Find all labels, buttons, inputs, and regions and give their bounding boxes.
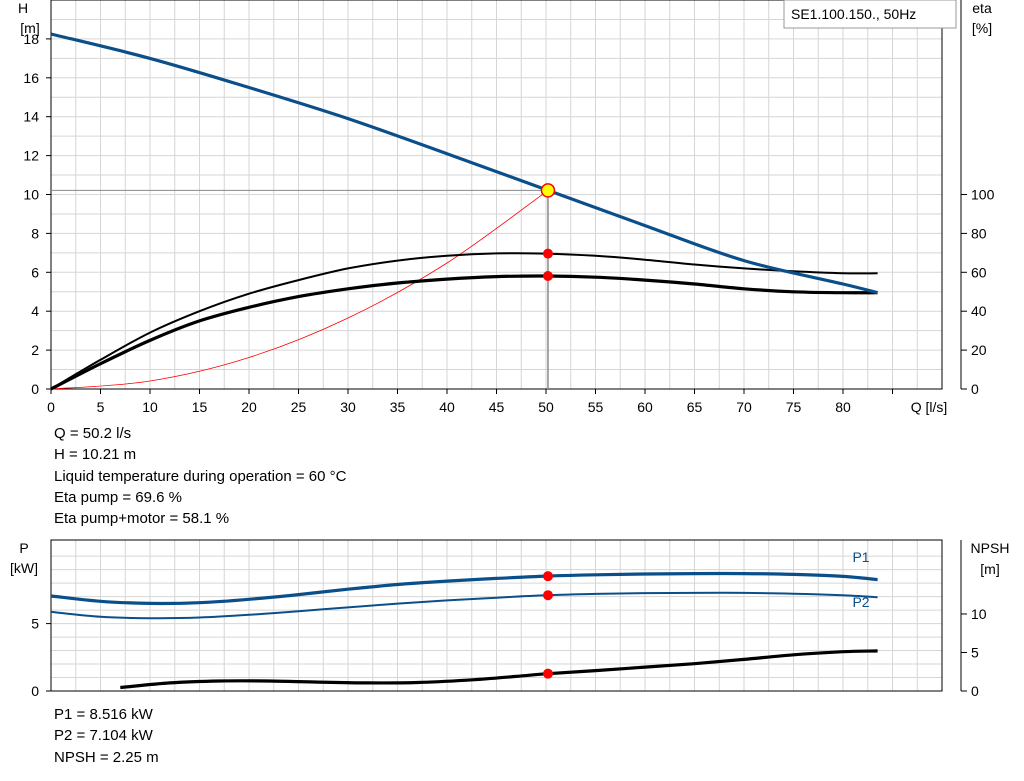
bottom-y-left-ticks: 05 bbox=[31, 616, 51, 699]
y-right-tick-label: 20 bbox=[971, 342, 987, 358]
x-tick-label: 25 bbox=[291, 399, 307, 415]
curve-system_curve bbox=[50, 190, 549, 390]
y-right-tick-label: 60 bbox=[971, 264, 987, 280]
info-eta-pump: Eta pump = 69.6 % bbox=[54, 488, 182, 506]
curve-H bbox=[50, 32, 878, 295]
x-tick-label: 45 bbox=[489, 399, 505, 415]
info-p1: P1 = 8.516 kW bbox=[54, 706, 153, 723]
y-axis-right-ticks: 0 20 40 60 80 100 bbox=[961, 187, 995, 397]
x-tick-label: 20 bbox=[241, 399, 257, 415]
series-label-p1: P1 bbox=[852, 549, 869, 565]
y-right-title-eta: eta bbox=[972, 0, 992, 16]
operating-point-info: Q = 50.2 l/s H = 10.21 m Liquid temperat… bbox=[54, 423, 346, 529]
y-right-tick-label: 0 bbox=[971, 381, 979, 397]
y-left-tick-label: 0 bbox=[31, 381, 39, 397]
y-right-tick-label: 100 bbox=[971, 187, 995, 203]
marker-npsh bbox=[542, 668, 553, 679]
y-left-tick-label: 10 bbox=[23, 187, 39, 203]
info-temperature: Liquid temperature during operation = 60… bbox=[54, 467, 347, 485]
top-series bbox=[50, 32, 878, 391]
y-right-title-npsh: NPSH bbox=[971, 540, 1010, 556]
y-right-tick-label: 5 bbox=[971, 644, 979, 660]
info-eta-total: Eta pump+motor = 58.1 % bbox=[54, 510, 230, 528]
y-right-title-unit: [%] bbox=[972, 20, 992, 36]
x-tick-label: 30 bbox=[340, 399, 356, 415]
x-tick-label: 75 bbox=[786, 399, 802, 415]
info-q: Q = 50.2 l/s bbox=[54, 425, 132, 442]
y-left-title-kw: [kW] bbox=[10, 560, 38, 576]
bottom-series bbox=[50, 571, 878, 690]
model-legend-box: SE1.100.150., 50Hz bbox=[783, 0, 957, 29]
y-right-tick-label: 10 bbox=[971, 606, 987, 622]
y-left-tick-label: 2 bbox=[31, 342, 39, 358]
head-efficiency-chart: 0 5 10 15 20 25 30 35 40 45 50 55 60 65 70 75 80 0 2 4 6 8 10… bbox=[18, 0, 995, 415]
info-npsh: NPSH = 2.25 m bbox=[54, 748, 159, 766]
y-left-tick-label: 12 bbox=[23, 148, 39, 164]
y-left-title-h: H bbox=[18, 0, 28, 16]
series-label-p2: P2 bbox=[852, 594, 869, 610]
curve-eta_pump bbox=[50, 252, 878, 390]
x-axis-title: Q [l/s] bbox=[911, 399, 948, 415]
curve-P2 bbox=[50, 591, 878, 620]
y-left-title-p: P bbox=[19, 540, 28, 556]
y-left-tick-label: 4 bbox=[31, 303, 39, 319]
y-left-title-unit: [m] bbox=[20, 20, 39, 36]
y-left-tick-label: 0 bbox=[31, 683, 39, 699]
x-tick-label: 70 bbox=[736, 399, 752, 415]
x-tick-label: 0 bbox=[47, 399, 55, 415]
bottom-markers bbox=[542, 571, 553, 679]
top-markers bbox=[540, 183, 556, 281]
curve-NPSH bbox=[120, 649, 878, 690]
x-tick-label: 5 bbox=[97, 399, 105, 415]
x-tick-label: 55 bbox=[588, 399, 604, 415]
x-axis-ticks: 0 5 10 15 20 25 30 35 40 45 50 55 60 65 70 75 80 bbox=[47, 389, 893, 415]
curve-P1 bbox=[50, 571, 878, 606]
model-label: SE1.100.150., 50Hz bbox=[791, 6, 916, 22]
bottom-plot-frame bbox=[50, 539, 943, 692]
x-tick-label: 15 bbox=[192, 399, 208, 415]
info-p2: P2 = 7.104 kW bbox=[54, 727, 153, 745]
x-tick-label: 40 bbox=[439, 399, 455, 415]
bottom-grid bbox=[51, 540, 943, 691]
top-grid bbox=[51, 0, 943, 389]
info-h: H = 10.21 m bbox=[54, 446, 137, 464]
x-tick-label: 80 bbox=[835, 399, 851, 415]
y-left-tick-label: 16 bbox=[23, 70, 39, 86]
y-left-tick-label: 8 bbox=[31, 225, 39, 241]
bottom-y-right-ticks: 0 5 10 bbox=[961, 606, 987, 699]
y-left-tick-label: 5 bbox=[31, 616, 39, 632]
x-tick-label: 65 bbox=[687, 399, 703, 415]
x-tick-label: 60 bbox=[637, 399, 653, 415]
curve-eta_pump_motor bbox=[50, 274, 878, 391]
power-info: P1 = 8.516 kW P2 = 7.104 kW NPSH = 2.25 … bbox=[54, 704, 159, 768]
y-right-title-m: [m] bbox=[980, 561, 999, 577]
x-tick-label: 35 bbox=[390, 399, 406, 415]
marker-p2 bbox=[542, 590, 553, 601]
y-left-tick-label: 6 bbox=[31, 264, 39, 280]
y-axis-left-ticks: 0 2 4 6 8 10 12 14 16 18 bbox=[23, 31, 51, 397]
y-left-tick-label: 14 bbox=[23, 109, 39, 125]
marker-eta-total bbox=[542, 270, 553, 281]
y-right-tick-label: 80 bbox=[971, 225, 987, 241]
y-right-tick-label: 0 bbox=[971, 683, 979, 699]
marker-duty-point bbox=[540, 183, 556, 198]
marker-p1 bbox=[542, 571, 553, 582]
x-tick-label: 10 bbox=[142, 399, 158, 415]
y-left-tick-label: 18 bbox=[23, 31, 39, 47]
y-right-tick-label: 40 bbox=[971, 303, 987, 319]
marker-eta-pump bbox=[542, 248, 553, 259]
x-tick-label: 50 bbox=[538, 399, 554, 415]
